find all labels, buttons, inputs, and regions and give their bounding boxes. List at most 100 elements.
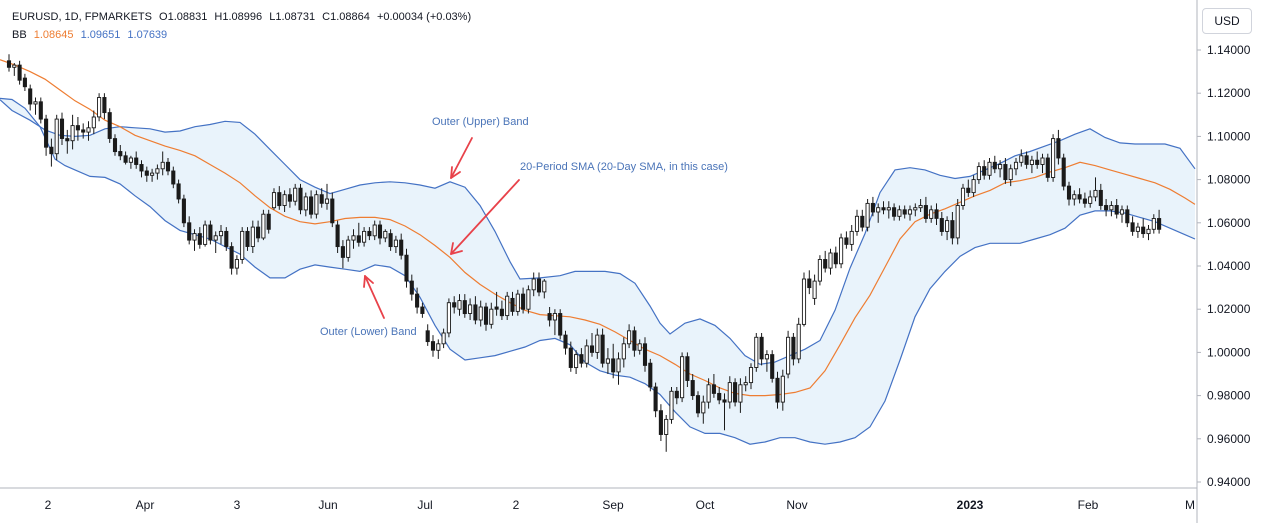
x-tick-label: Apr — [136, 498, 155, 512]
symbol-label[interactable]: EURUSD, 1D, FPMARKETS — [12, 11, 152, 23]
candle — [1135, 222, 1140, 238]
candle — [1029, 155, 1034, 174]
candle — [812, 274, 817, 305]
candle — [128, 155, 133, 169]
candle — [473, 296, 478, 325]
candle — [801, 272, 807, 327]
candle — [881, 201, 886, 215]
x-tick-label: 2 — [45, 498, 52, 512]
candle — [277, 186, 282, 210]
candle — [44, 114, 49, 156]
candle — [367, 227, 372, 241]
candle — [1141, 218, 1146, 238]
candle — [176, 179, 181, 204]
candle — [330, 192, 335, 228]
candle — [727, 376, 732, 409]
candle — [976, 162, 981, 184]
candle — [589, 333, 595, 357]
annotations: Outer (Upper) Band 20-Period SMA (20-Day… — [320, 116, 728, 338]
x-tick-label: Nov — [786, 498, 807, 512]
candle — [1035, 151, 1040, 169]
candle — [966, 179, 971, 197]
sma-basis-line — [0, 59, 1196, 397]
candle — [234, 255, 239, 275]
candle — [860, 209, 865, 232]
candle — [717, 387, 722, 405]
candle — [733, 378, 738, 407]
candle — [992, 155, 997, 174]
candle — [309, 190, 314, 219]
candle — [568, 341, 573, 372]
y-tick-label: 0.98000 — [1207, 389, 1251, 403]
candle — [536, 272, 542, 297]
candle — [192, 229, 197, 251]
candle — [54, 114, 59, 161]
candle — [150, 168, 155, 182]
candle — [1051, 134, 1056, 182]
candle — [97, 93, 102, 122]
y-tick-label: 1.04000 — [1207, 259, 1251, 273]
currency-button[interactable]: USD — [1202, 8, 1252, 34]
candle — [929, 205, 934, 223]
candle — [1130, 216, 1135, 236]
candle — [971, 175, 976, 197]
candle — [28, 84, 33, 111]
candle — [1019, 149, 1024, 167]
candle — [918, 199, 923, 212]
candle — [1104, 199, 1109, 217]
y-tick-label: 1.14000 — [1207, 43, 1251, 57]
candle — [563, 330, 568, 355]
candle — [324, 183, 330, 210]
upper-band-arrow — [450, 137, 473, 179]
candle — [49, 138, 54, 167]
candle — [388, 229, 393, 251]
candle — [526, 285, 531, 314]
indicator-label[interactable]: BB — [12, 29, 27, 41]
candle — [642, 337, 648, 372]
candle — [542, 279, 547, 299]
candle — [833, 246, 838, 269]
candle — [75, 117, 80, 141]
candle — [256, 220, 261, 243]
candle — [695, 391, 701, 418]
candle — [250, 220, 255, 253]
candle — [240, 227, 245, 264]
candle — [383, 229, 388, 243]
candle — [404, 248, 409, 288]
candle — [139, 160, 144, 178]
candle — [118, 145, 123, 161]
candle — [1093, 177, 1098, 202]
candle — [415, 287, 420, 314]
candle — [102, 93, 107, 120]
candle — [632, 326, 637, 357]
candle — [738, 378, 743, 413]
x-tick-label: 2023 — [957, 498, 984, 512]
candle — [372, 220, 377, 241]
candle — [452, 296, 457, 314]
candle — [579, 348, 584, 368]
x-tick-label: Jul — [417, 498, 432, 512]
y-tick-label: 1.02000 — [1207, 302, 1251, 316]
candle — [770, 350, 775, 383]
candle — [870, 196, 875, 217]
candle — [203, 220, 208, 247]
y-tick-label: 1.08000 — [1207, 173, 1251, 187]
candle — [229, 242, 234, 275]
y-tick-label: 1.00000 — [1207, 345, 1251, 359]
candle — [1045, 153, 1050, 182]
candle — [584, 339, 589, 368]
candle — [462, 294, 467, 318]
high-value: H1.08996 — [214, 11, 263, 23]
lower-band-annotation: Outer (Lower) Band — [320, 326, 417, 338]
candle — [600, 328, 605, 368]
candle — [711, 374, 716, 398]
candle — [409, 274, 414, 301]
candle — [839, 233, 844, 269]
close-value: C1.08864 — [322, 11, 370, 23]
candle — [12, 63, 17, 76]
candle — [197, 227, 202, 249]
candle — [489, 302, 494, 329]
candle — [245, 227, 250, 251]
candle — [134, 151, 139, 169]
